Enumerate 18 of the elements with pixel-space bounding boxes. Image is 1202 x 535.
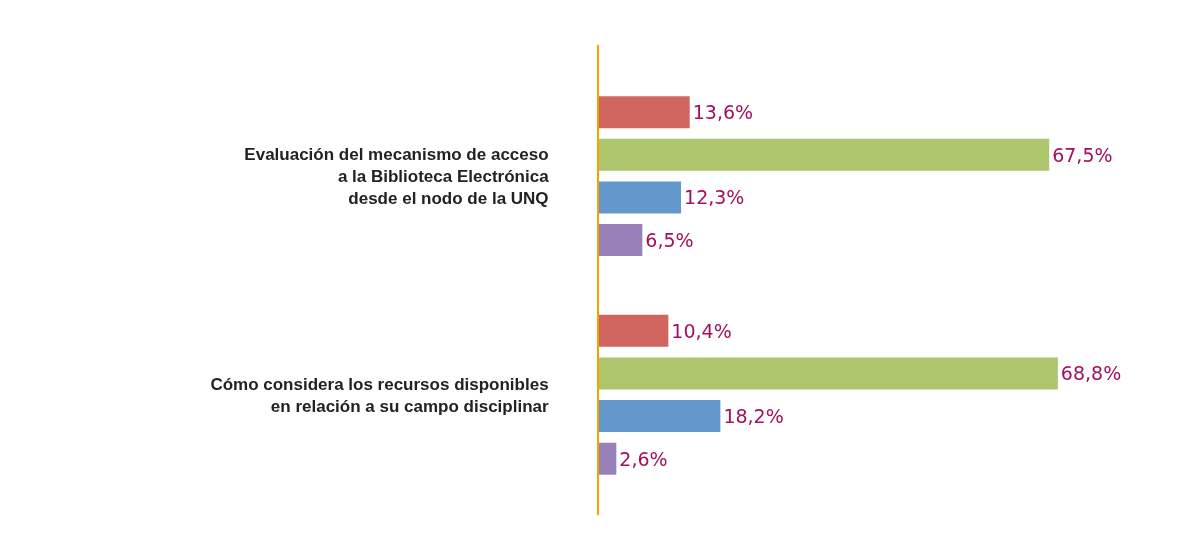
- bar: [599, 442, 617, 475]
- bar: [599, 181, 682, 214]
- bar: [599, 224, 643, 257]
- y-tick-label: Evaluación del mecanismo de acceso a la Biblioteca Electrónica desde el nodo de la UNQ: [244, 145, 550, 209]
- data-label: 13,6%: [692, 101, 754, 124]
- data-label: 2,6%: [619, 447, 668, 470]
- data-label: 6,5%: [645, 229, 694, 252]
- bar: [599, 400, 721, 433]
- data-label: 67,5%: [1052, 143, 1113, 166]
- y-tick-label: Cómo considera los recursos disponibles en relación a su campo disciplinar: [210, 374, 549, 416]
- data-label: 12,3%: [684, 186, 745, 209]
- bar: [599, 138, 1050, 171]
- data-label: 68,8%: [1060, 362, 1122, 385]
- data-label: 10,4%: [671, 319, 732, 342]
- bar: [599, 357, 1058, 390]
- bar: [599, 96, 690, 129]
- bar: [599, 314, 669, 347]
- data-label: 18,2%: [723, 405, 784, 428]
